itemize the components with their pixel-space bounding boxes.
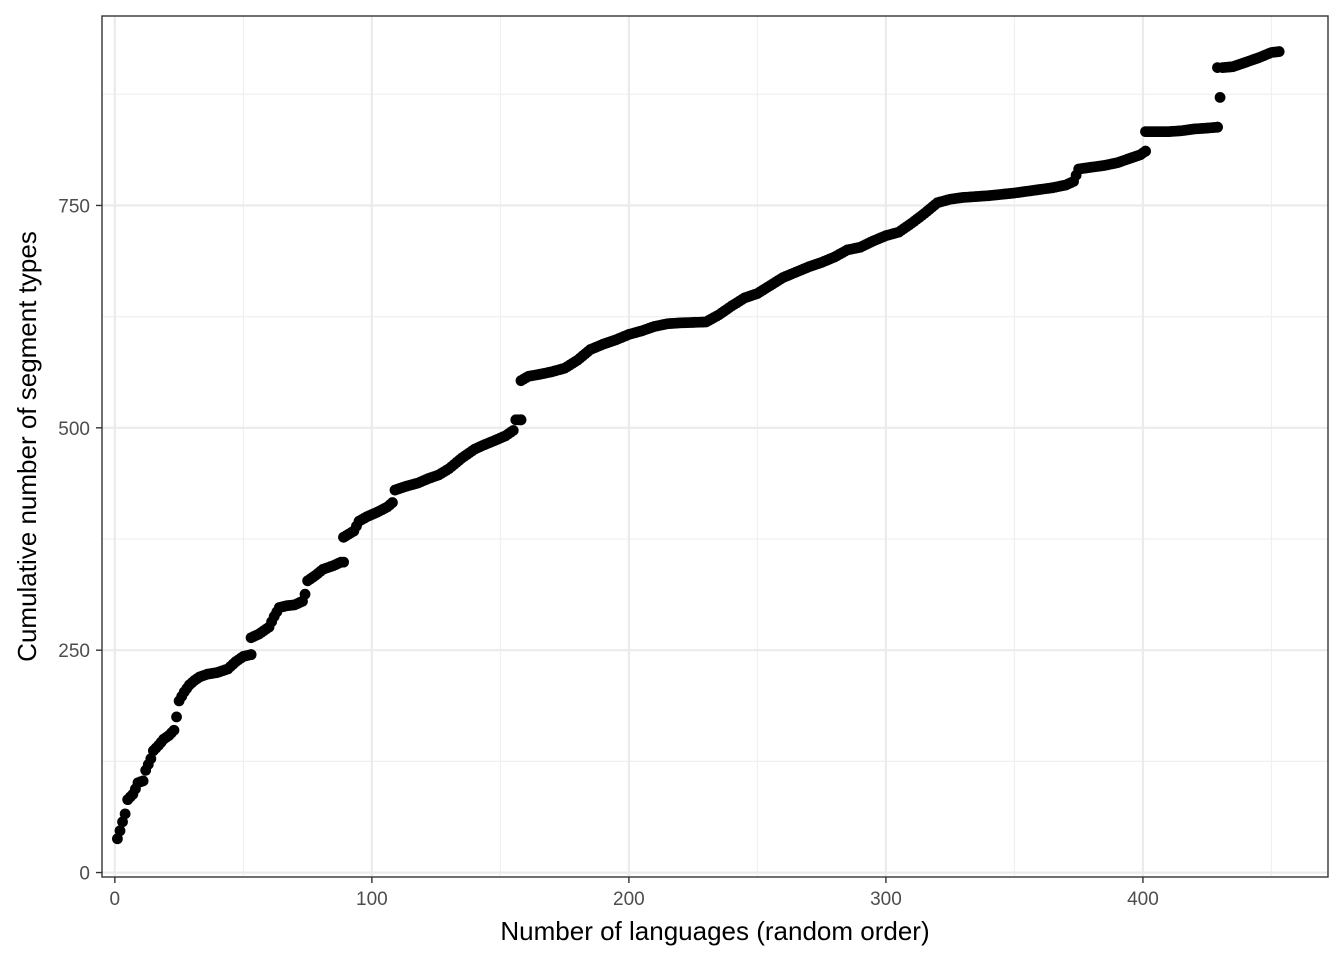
- data-point: [507, 425, 519, 436]
- x-axis-title: Number of languages (random order): [500, 916, 929, 946]
- x-tick-label: 100: [356, 889, 388, 910]
- y-tick-label: 750: [58, 196, 90, 217]
- panel-border: [101, 15, 1329, 878]
- data-point: [338, 556, 349, 568]
- data-point: [1214, 91, 1226, 103]
- y-tick-label: 250: [58, 641, 90, 662]
- data-point: [171, 711, 182, 723]
- data-point: [1212, 62, 1223, 73]
- data-point: [515, 414, 527, 426]
- data-point: [168, 724, 180, 736]
- data-point: [1140, 126, 1151, 138]
- data-points: [112, 46, 1285, 845]
- data-point: [119, 808, 131, 820]
- y-tick-label: 500: [58, 419, 90, 440]
- x-tick-label: 0: [110, 889, 121, 910]
- y-axis-title: Cumulative number of segment types: [12, 231, 42, 662]
- data-point: [515, 375, 527, 387]
- data-point: [245, 649, 257, 661]
- data-point: [137, 775, 149, 787]
- data-point: [299, 588, 311, 600]
- x-tick-labels: 0 100 200 300 400: [110, 889, 1159, 910]
- data-point: [1273, 46, 1285, 57]
- data-point: [1212, 121, 1223, 133]
- axis-ticks: [96, 204, 1144, 883]
- x-tick-label: 200: [613, 889, 645, 910]
- x-tick-label: 400: [1127, 889, 1159, 910]
- y-tick-labels: 0 250 500 750: [58, 196, 90, 884]
- grid-minor: [102, 16, 1328, 877]
- data-point: [245, 632, 257, 644]
- x-tick-label: 300: [870, 889, 902, 910]
- data-point: [338, 531, 349, 543]
- y-tick-label: 0: [79, 864, 90, 885]
- data-point: [387, 497, 398, 508]
- data-point: [114, 825, 126, 837]
- data-point: [1140, 145, 1151, 157]
- grid-major: [102, 16, 1328, 877]
